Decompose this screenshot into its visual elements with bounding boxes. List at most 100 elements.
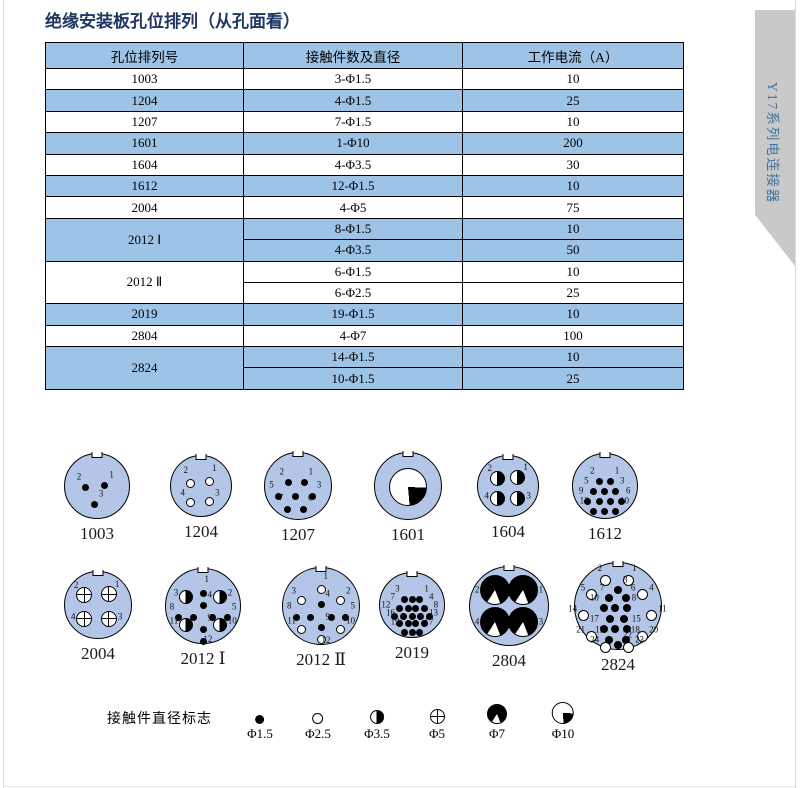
contact-phi1-5-icon [611,615,620,634]
keyway-notch-icon [315,566,327,572]
contact-number: 11 [287,615,296,626]
contact-number: 3 [395,583,400,593]
contacts-cell: 4-Φ1.5 [243,89,463,112]
contact-phi2-5-icon: 4 [180,488,195,507]
legend-item: Φ3.5 [364,698,390,742]
connector-label: 2004 [81,644,115,663]
contact-phi1-5-icon: 4 [317,589,330,609]
contact-number: 3 [538,616,544,627]
contact-phi1-5-icon [189,603,197,622]
connector-figure-1612: 2 1 5 3 9 6 12 10 [572,452,638,519]
keyway-notch-icon [612,561,624,567]
contact-phi3-5-icon: 2 [487,463,505,486]
contact-phi1-5-icon: 9 [579,486,592,506]
contact-number: 7 [278,492,284,503]
contact-number: 3 [291,585,297,596]
legend-row: 接触件直径标志 Φ1.5 Φ2.5 Φ3.5 Φ5 Φ7 Φ10 [0,698,801,758]
keyway-notch-icon [599,452,611,458]
current-cell: 10 [462,346,684,369]
contact-phi10-icon [551,702,574,724]
connector-figure-2012Ⅱ: 1 3 4 2 8 5 9 11 10 12 [282,566,360,645]
contact-phi1-5-icon [291,482,299,500]
contact-phi1-5-icon: 6 [299,493,312,513]
contact-number: 2 [597,562,603,573]
contact-phi3-5-icon: 3 [510,488,531,507]
contact-number: 8 [287,600,292,611]
contact-phi1-5-icon: 8 [287,601,300,621]
contact-number: 4 [484,490,489,501]
connector-face [477,455,539,517]
hole-id-cell: 1612 [45,174,244,198]
contact-phi1-5-icon: 3 [395,584,408,603]
page-left-border [3,0,4,788]
hole-id-cell: 1207 [45,110,244,134]
connector-face [170,455,232,517]
contact-phi5-icon: 2 [74,580,93,603]
contacts-cell: 6-Φ1.5 [243,260,463,283]
contact-number: 3 [316,479,322,490]
connector-label: 2012 Ⅰ [180,649,226,668]
contact-number: 11 [657,603,667,614]
connector-face [572,453,638,519]
connector-label: 2824 [601,655,635,674]
contact-phi1-5-icon [620,605,629,623]
contact-phi1-5-icon: 1 [101,470,114,490]
contact-phi1-5-icon [412,594,420,612]
legend-title: 接触件直径标志 [107,712,212,727]
contact-number: 13 [429,607,439,618]
contact-number: 1 [308,466,314,477]
legend-item: Φ2.5 [305,698,331,742]
contact-number: 2 [183,465,188,476]
contact-number: 10 [589,592,599,603]
contact-number: 1 [109,469,114,480]
contact-phi2-5-icon: 1 [316,571,328,594]
legend-symbol-label: Φ7 [488,726,505,741]
table-header-cell: 接触件数及直径 [243,42,463,69]
contact-number: 5 [580,582,586,593]
legend-symbol-label: Φ2.5 [305,726,331,741]
contact-number: 1 [614,465,620,476]
contact-number: 15 [631,613,641,624]
contact-phi3-5-icon [369,710,384,724]
contact-number: 6 [307,492,313,503]
hole-id-cell: 2012 Ⅰ [45,217,244,262]
contact-number: 1 [632,562,637,573]
contact-number: 12 [579,495,589,506]
table-row: 2804 4-Φ7 100 [45,324,684,348]
contacts-cell: 10-Φ1.5 [243,367,463,390]
contact-number: 9 [325,611,331,622]
contact-phi1-5-icon [606,487,614,506]
connector-figure-1604: 2 1 4 3 [477,454,539,517]
contact-phi3-5-icon: 11 [170,614,194,633]
page-bottom-border [3,786,796,787]
contact-number: 11 [169,615,179,626]
contact-phi1-5-icon: 22 [614,630,632,650]
contact-phi1-5-icon [306,603,314,621]
contact-number: 8 [631,592,637,603]
page-right-border [795,0,796,788]
contact-number: 19 [390,616,400,626]
contact-phi1-5-icon: 16 [386,608,403,628]
contacts-cell: 4-Φ3.5 [243,153,463,176]
contact-phi5-icon [429,709,445,724]
keyway-notch-icon [197,567,209,573]
contact-number: 22 [623,629,632,640]
contact-phi1-5-icon [611,594,620,613]
contact-phi2-5-icon: 24 [590,635,612,653]
table-row: 1604 4-Φ3.5 30 [45,153,684,176]
connector-label: 1204 [184,522,218,541]
connector-label: 2019 [395,643,429,662]
contact-phi5-icon: 4 [71,609,93,627]
contact-phi1-5-icon: 4 [199,590,212,610]
contact-number: 2 [227,587,233,598]
contact-number: 5 [269,479,274,490]
contact-number: 5 [350,600,355,611]
contact-phi1-5-icon: 12 [381,600,399,620]
contact-number: 1 [323,570,329,581]
contact-phi3-5-icon: 4 [484,488,505,507]
contact-number: 1 [212,463,217,474]
contact-phi1-5-icon: 8 [425,600,438,620]
table-row: 2012 Ⅰ 8-Φ1.5 10 [45,217,684,262]
contact-phi2-5-icon: 4 [637,582,654,601]
contact-phi1-5-icon: 1 [416,584,429,603]
